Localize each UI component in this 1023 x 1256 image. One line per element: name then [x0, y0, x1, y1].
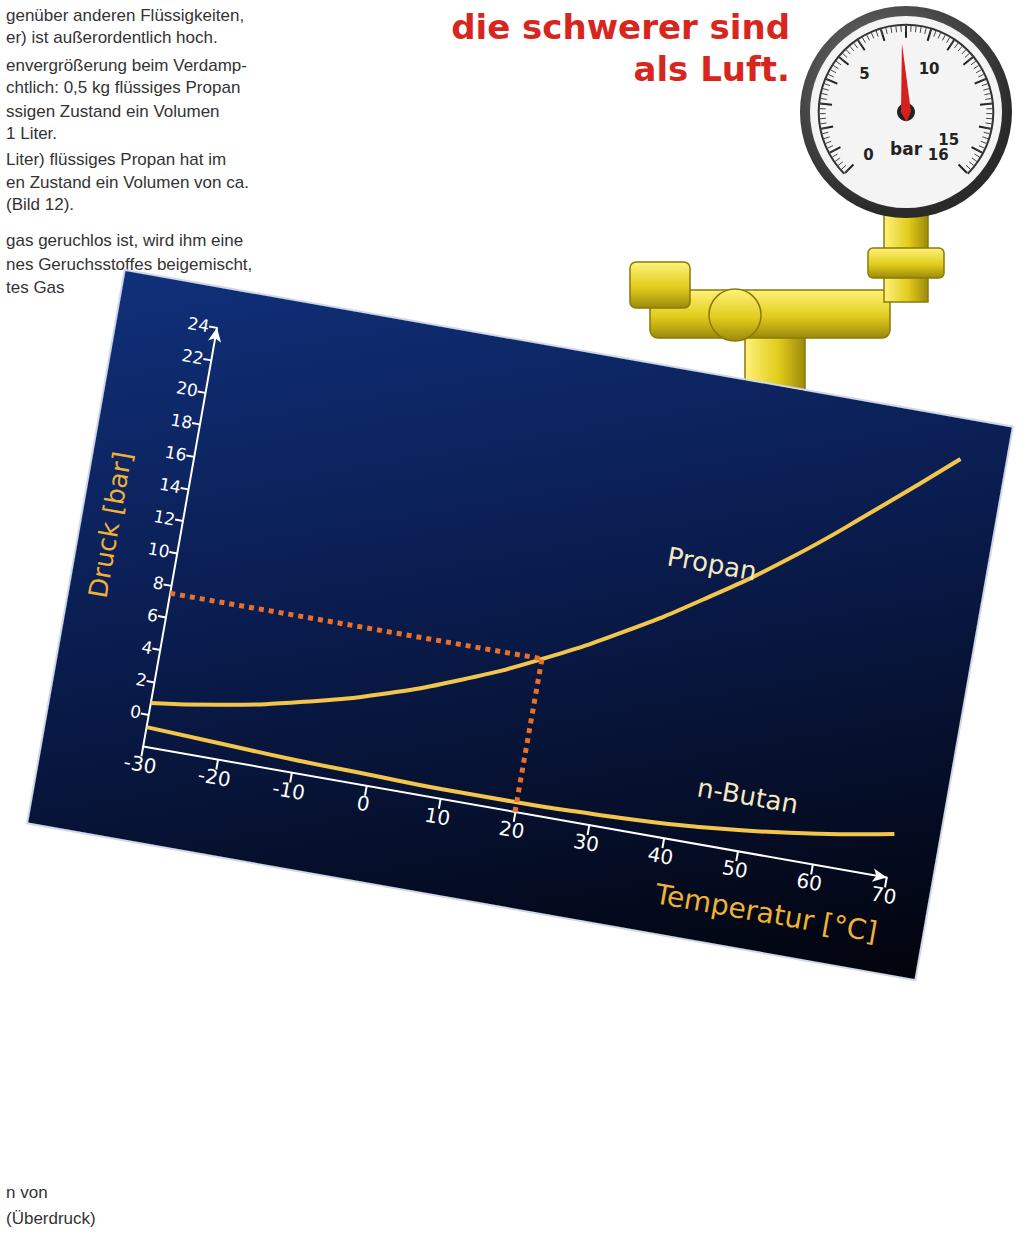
svg-text:24: 24 — [186, 313, 211, 336]
html-text:(Bild 12).: (Bild 12). — [6, 195, 74, 214]
svg-text:20: 20 — [175, 377, 200, 400]
svg-text:18: 18 — [169, 409, 194, 432]
svg-text:0: 0 — [863, 146, 873, 164]
html-text:Liter) flüssiges Propan hat im: Liter) flüssiges Propan hat im — [6, 150, 227, 169]
svg-text:16: 16 — [928, 146, 949, 164]
svg-text:n-Butan: n-Butan — [695, 772, 801, 819]
html-text:(Überdruck): (Überdruck) — [6, 1209, 96, 1228]
html-text:tes Gas: tes Gas — [6, 278, 65, 297]
html-text:envergrößerung beim Verdamp-: envergrößerung beim Verdamp- — [6, 56, 247, 75]
svg-text:bar: bar — [890, 139, 923, 159]
svg-text:10: 10 — [919, 60, 940, 78]
svg-text:40: 40 — [646, 842, 675, 870]
svg-text:16: 16 — [163, 442, 188, 465]
svg-text:20: 20 — [497, 816, 526, 844]
svg-text:0: 0 — [129, 701, 143, 723]
svg-text:30: 30 — [572, 829, 601, 857]
svg-text:0: 0 — [355, 791, 372, 817]
svg-text:-10: -10 — [271, 776, 307, 805]
html-text:chtlich: 0,5 kg flüssiges Prop: chtlich: 0,5 kg flüssiges Propan — [6, 78, 241, 97]
html-text:nes Geruchsstoffes beigemischt: nes Geruchsstoffes beigemischt, — [6, 255, 253, 274]
html-text:gas geruchlos ist, wird ihm ei: gas geruchlos ist, wird ihm eine — [6, 231, 244, 250]
svg-text:-30: -30 — [122, 749, 158, 778]
svg-text:14: 14 — [158, 474, 183, 497]
html-text:als Luft.: als Luft. — [633, 49, 790, 89]
html-text:n von: n von — [6, 1183, 48, 1202]
svg-text:Temperatur [°C]: Temperatur [°C] — [652, 877, 880, 949]
html-text:1 Liter.: 1 Liter. — [6, 124, 57, 143]
svg-text:Propan: Propan — [665, 541, 759, 586]
html-text:en Zustand ein Volumen von ca.: en Zustand ein Volumen von ca. — [6, 173, 249, 192]
svg-text:10: 10 — [146, 538, 171, 561]
svg-text:-20: -20 — [196, 763, 232, 792]
svg-text:10: 10 — [423, 803, 452, 831]
html-text:genüber anderen Flüssigkeiten,: genüber anderen Flüssigkeiten, — [6, 6, 245, 25]
svg-text:60: 60 — [795, 868, 824, 896]
svg-text:12: 12 — [152, 506, 177, 529]
svg-text:15: 15 — [938, 131, 960, 150]
svg-text:6: 6 — [146, 605, 160, 627]
html-text:er) ist außerordentlich hoch.: er) ist außerordentlich hoch. — [6, 28, 218, 47]
svg-text:22: 22 — [180, 345, 205, 368]
svg-text:8: 8 — [151, 572, 165, 594]
html-text:ssigen Zustand ein Volumen: ssigen Zustand ein Volumen — [6, 102, 220, 121]
svg-text:50: 50 — [720, 855, 749, 883]
svg-text:2: 2 — [134, 669, 148, 691]
svg-text:70: 70 — [869, 881, 898, 909]
svg-text:4: 4 — [140, 637, 154, 659]
svg-text:5: 5 — [859, 65, 869, 83]
html-text:die schwerer sind: die schwerer sind — [451, 7, 790, 47]
svg-text:Druck [bar]: Druck [bar] — [83, 449, 138, 600]
